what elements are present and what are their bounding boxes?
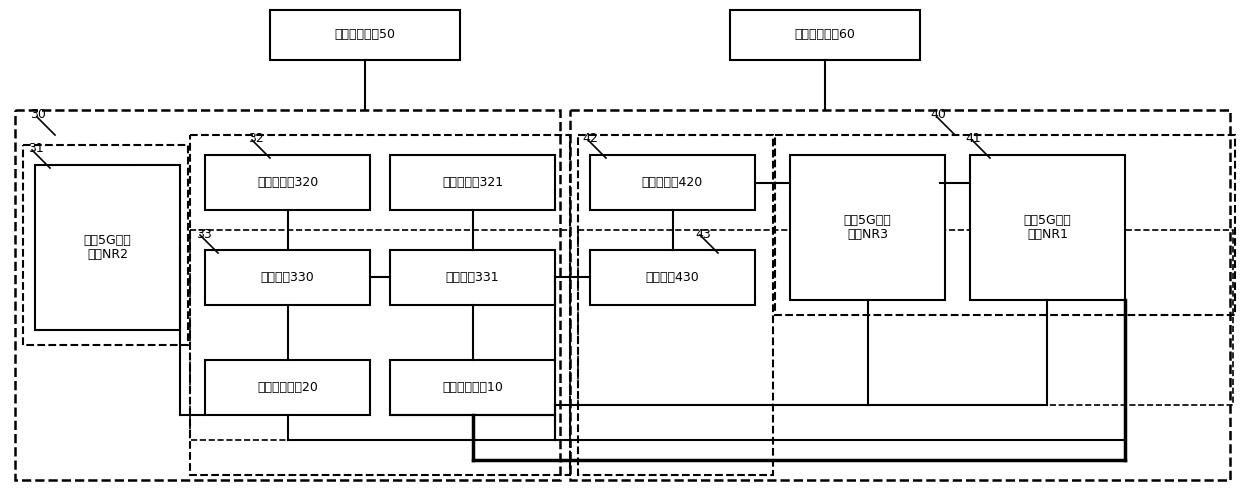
Bar — [270, 10, 460, 60]
Text: 第二开关331: 第二开关331 — [445, 271, 500, 284]
Text: 高频放大器321: 高频放大器321 — [441, 176, 503, 189]
Bar — [790, 155, 945, 300]
Text: 第二射频通路20: 第二射频通路20 — [257, 381, 317, 394]
Text: 第一5G放大
模块NR1: 第一5G放大 模块NR1 — [1024, 214, 1071, 242]
Bar — [730, 10, 920, 60]
Bar — [775, 135, 1235, 315]
Bar — [590, 250, 755, 305]
Bar — [391, 360, 556, 415]
Text: 40: 40 — [930, 108, 946, 121]
Text: 第二供电通路60: 第二供电通路60 — [795, 28, 856, 42]
Bar — [24, 145, 188, 345]
Bar — [570, 110, 1230, 480]
Text: 32: 32 — [248, 132, 264, 145]
Bar — [391, 250, 556, 305]
Text: 42: 42 — [582, 132, 598, 145]
Bar — [205, 250, 370, 305]
Text: 中频放大器320: 中频放大器320 — [257, 176, 319, 189]
Text: 31: 31 — [29, 142, 43, 155]
Bar — [391, 155, 556, 210]
Text: 第一供电通路50: 第一供电通路50 — [335, 28, 396, 42]
Text: 41: 41 — [965, 132, 981, 145]
Text: 第二5G放大
模块NR2: 第二5G放大 模块NR2 — [83, 234, 131, 261]
Bar — [190, 230, 570, 440]
Bar — [578, 230, 1233, 405]
Bar — [205, 155, 370, 210]
Text: 低频放大器420: 低频放大器420 — [642, 176, 703, 189]
Bar — [578, 135, 773, 475]
Text: 33: 33 — [196, 228, 212, 241]
Text: 43: 43 — [694, 228, 711, 241]
Bar — [970, 155, 1125, 300]
Bar — [205, 360, 370, 415]
Text: 第三开关430: 第三开关430 — [646, 271, 699, 284]
Text: 第一射频通路10: 第一射频通路10 — [443, 381, 503, 394]
Text: 第一开关330: 第一开关330 — [260, 271, 315, 284]
Bar — [590, 155, 755, 210]
Bar — [15, 110, 560, 480]
Bar — [190, 135, 570, 475]
Bar — [35, 165, 180, 330]
Text: 第三5G放大
模块NR3: 第三5G放大 模块NR3 — [843, 214, 892, 242]
Text: 30: 30 — [30, 108, 46, 121]
